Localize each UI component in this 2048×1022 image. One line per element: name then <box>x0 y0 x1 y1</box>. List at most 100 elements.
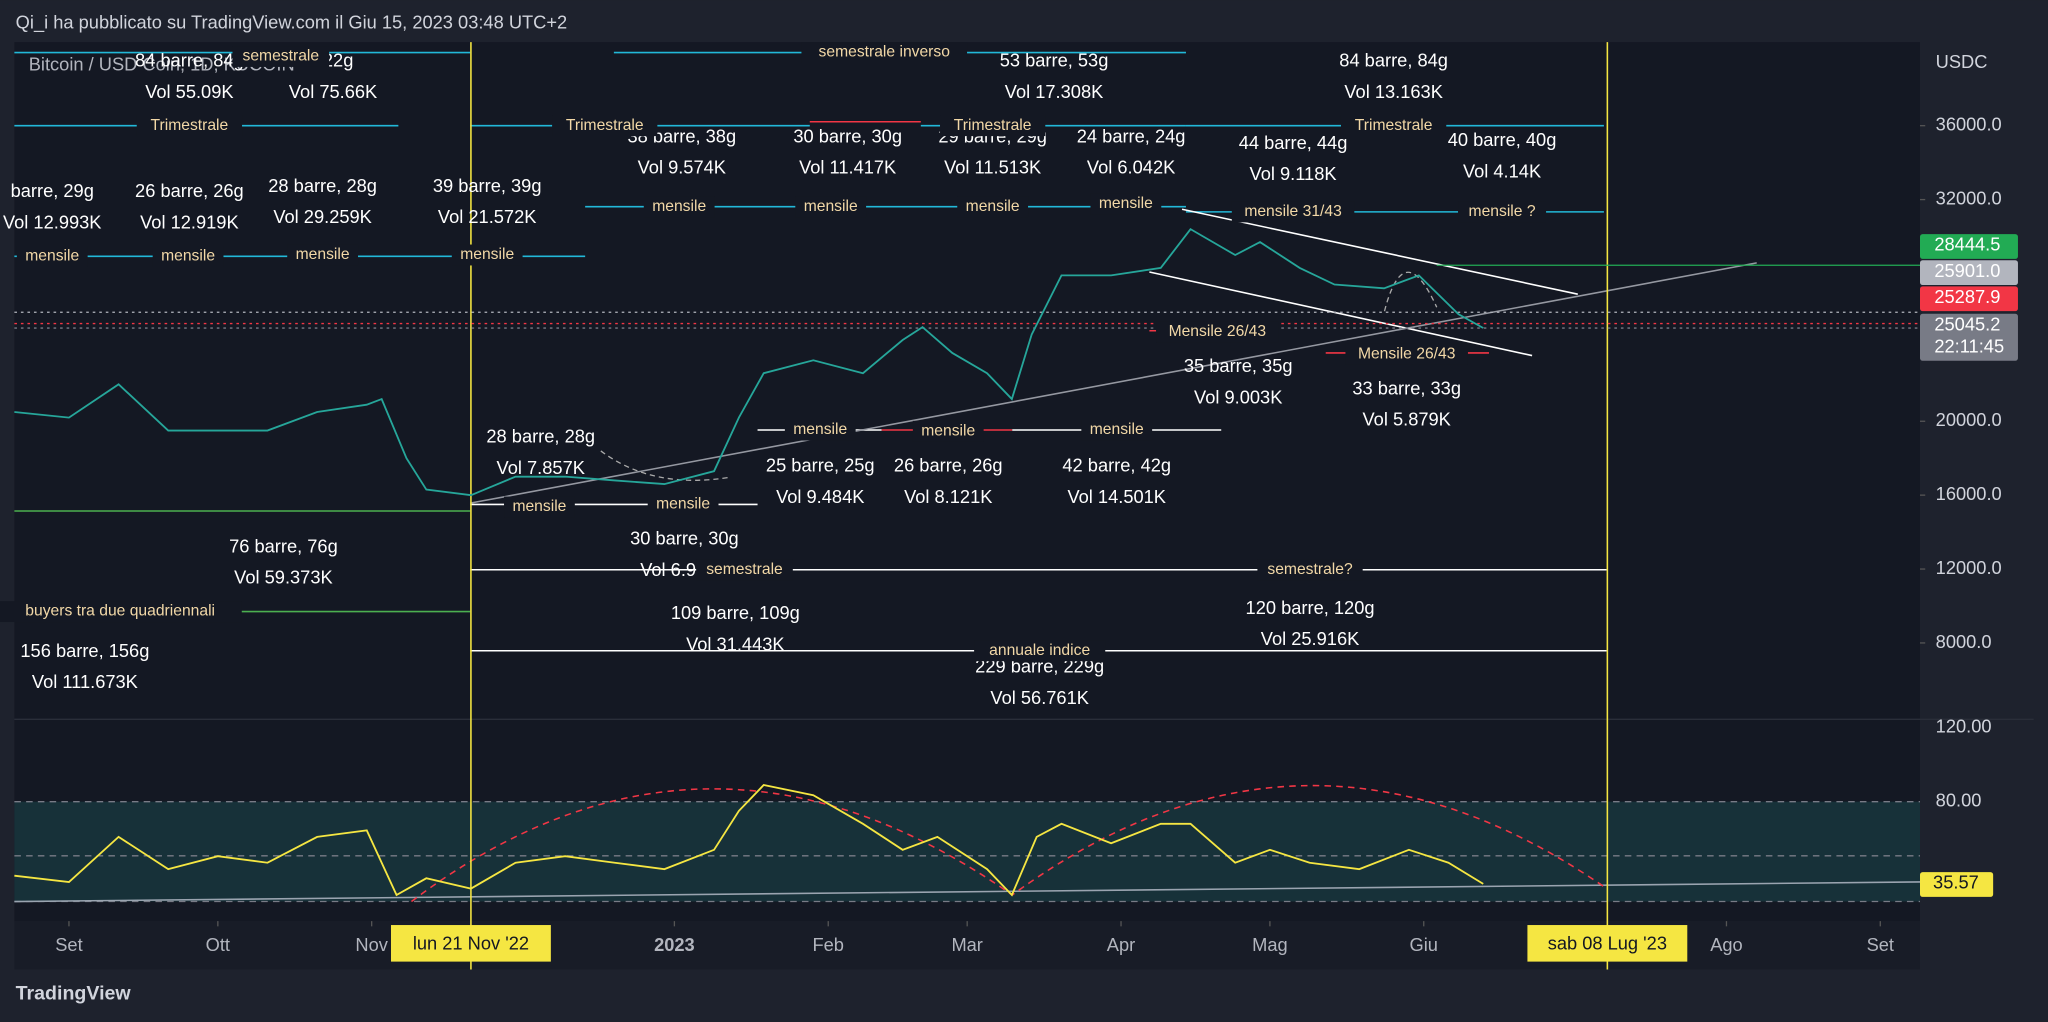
symbol-legend: Bitcoin / USD Coin, 1D, KUCOIN <box>29 53 295 74</box>
label-knockout <box>232 46 330 67</box>
rsi-pane <box>14 719 1921 922</box>
arrow-label: Trimestrale <box>566 117 644 134</box>
label-knockout <box>1231 201 1355 223</box>
arrow-label: mensile ? <box>1469 203 1536 220</box>
label-knockout <box>974 640 1106 662</box>
arrow-label: semestrale inverso <box>819 44 951 61</box>
label-knockout <box>1081 419 1153 441</box>
range-bars: 44 barre, 44g <box>1239 132 1348 153</box>
label-knockout <box>504 496 575 518</box>
range-volume: Vol 25.916K <box>1261 628 1360 649</box>
range-volume: Vol 9.574K <box>638 157 726 178</box>
label-knockout <box>1458 201 1547 223</box>
label-knockout <box>647 494 719 515</box>
price-tick-label: 20000.0 <box>1936 409 2002 430</box>
range-bars: 84 barre, 84g <box>1339 50 1448 71</box>
label-knockout <box>784 419 856 441</box>
marker-badge <box>1527 925 1688 962</box>
price-tick-label: 32000.0 <box>1936 187 2002 208</box>
range-volume: Vol 31.443K <box>686 633 785 654</box>
price-tag-label: 25901.0 <box>1934 260 2000 281</box>
label-knockout <box>16 245 88 267</box>
label-knockout <box>0 601 242 623</box>
label-knockout <box>552 115 658 137</box>
range-volume: Vol 13.163K <box>1344 81 1443 102</box>
time-tick-label: Ago <box>1710 934 1743 955</box>
range-volume: Vol 12.919K <box>140 211 239 232</box>
rsi-tag-label: 35.57 <box>1933 872 1979 893</box>
rsi-tag <box>1920 872 1994 897</box>
range-bars: 26 barre, 26g <box>135 180 244 201</box>
range-volume: Vol 56.761K <box>990 687 1089 708</box>
range-bars: 35 barre, 35g <box>1184 355 1293 376</box>
arrow-label: mensile <box>652 198 706 215</box>
time-tick-label: Set <box>1867 934 1894 955</box>
label-knockout <box>912 420 984 442</box>
range-bars: 42 barre, 42g <box>1062 454 1171 475</box>
arrow-label: mensile <box>966 198 1020 215</box>
label-knockout <box>801 42 968 63</box>
marker-label: lun 21 Nov '22 <box>413 932 529 953</box>
arrow-label: Mensile 26/43 <box>1358 345 1456 362</box>
drawing-line <box>470 262 1757 504</box>
range-bars: 25 barre, 25g <box>766 454 875 475</box>
range-volume: Vol 9.484K <box>776 486 864 507</box>
arrow-label: Trimestrale <box>1355 117 1433 134</box>
label-knockout <box>152 245 224 267</box>
range-bars: 28 barre, 28g <box>486 426 595 447</box>
range-volume: Vol 75.66K <box>289 81 377 102</box>
price-tag-label: 28444.5 <box>1934 234 2000 255</box>
label-knockout <box>451 244 523 266</box>
price-tick-label: 12000.0 <box>1936 557 2002 578</box>
range-volume: Vol 111.673K <box>32 671 138 692</box>
range-bars: 40 barre, 40g <box>1448 129 1557 150</box>
rsi-line <box>14 784 1484 897</box>
range-bars: 39 barre, 39g <box>433 175 542 196</box>
range-bars: 76 barre, 76g <box>229 535 338 556</box>
label-knockout <box>1090 193 1162 215</box>
currency-unit: USDC <box>1936 51 1988 72</box>
arrow-label: mensile 31/43 <box>1244 203 1342 220</box>
drawing-line <box>1149 271 1533 357</box>
time-tick-label: Ott <box>206 934 230 955</box>
range-bars: 84 barre, 84g <box>135 50 244 71</box>
time-tick-label: Giu <box>1410 934 1438 955</box>
arrow-label: mensile <box>512 498 566 515</box>
range-volume: Vol 11.513K <box>944 157 1041 178</box>
brand: TradingView <box>16 982 132 1004</box>
arrow-label: buyers tra due quadriennali <box>25 603 215 620</box>
time-tick-label: Feb <box>812 934 843 955</box>
range-bars: 120 barre, 120g <box>1246 597 1375 618</box>
countdown: 22:11:45 <box>1934 336 2004 357</box>
arrow-label: semestrale <box>243 48 320 65</box>
rsi-tick-label: 80.00 <box>1936 790 1982 811</box>
arrow-label: mensile <box>1099 195 1153 212</box>
range-bars: 28 barre, 28g <box>268 175 377 196</box>
time-tick-label: Mar <box>951 934 982 955</box>
range-volume: Vol 6.042K <box>1087 157 1175 178</box>
range-volume: Vol 7.857K <box>497 457 585 478</box>
range-volume: Vol 12.993K <box>3 211 102 232</box>
arrow-label: mensile <box>1090 421 1144 438</box>
rsi-band <box>14 801 1921 902</box>
range-volume: Vol 14.501K <box>1067 486 1166 507</box>
price-tick-label: 36000.0 <box>1936 114 2002 135</box>
price-tick-label: 8000.0 <box>1936 631 1992 652</box>
label-knockout <box>643 196 715 218</box>
label-knockout <box>287 244 359 266</box>
price-tick-label: 16000.0 <box>1936 483 2002 504</box>
label-knockout <box>1257 559 1363 581</box>
price-pane <box>14 42 1921 719</box>
label-knockout <box>940 115 1046 137</box>
range-bars: barre, 29g <box>11 180 94 201</box>
price-tag <box>1920 260 2018 286</box>
range-volume: Vol 21.572K <box>438 206 537 227</box>
range-bars: 24 barre, 24g <box>1077 125 1186 146</box>
label-knockout <box>1345 343 1468 365</box>
range-volume: Vol 8.121K <box>904 486 992 507</box>
publish-header: Qi_i ha pubblicato su TradingView.com il… <box>16 12 568 34</box>
arrow-label: mensile <box>161 247 215 264</box>
drawing-line <box>1181 208 1578 295</box>
